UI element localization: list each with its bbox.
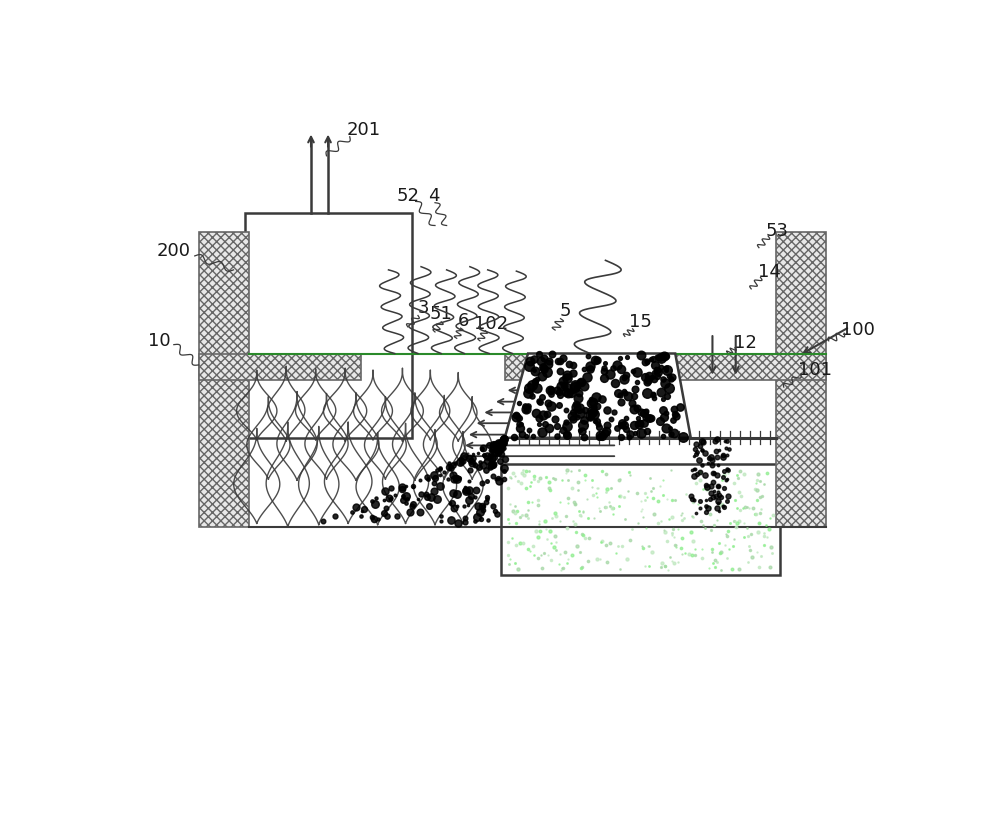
Text: 6: 6 [458,312,469,329]
Text: 100: 100 [841,321,875,339]
Bar [675,354,826,380]
Text: 14: 14 [758,263,781,281]
Text: 3: 3 [418,299,429,317]
Bar [776,232,826,527]
Bar [245,213,412,438]
Bar [199,354,361,380]
Bar [505,354,617,380]
Text: 201: 201 [347,122,381,139]
Bar [501,464,780,575]
Text: 11: 11 [619,355,642,373]
Text: 12: 12 [734,334,756,352]
Text: 52: 52 [396,187,419,205]
Text: 101: 101 [798,361,832,379]
Text: 15: 15 [629,313,652,331]
Text: 10: 10 [148,332,170,350]
Bar [199,232,249,527]
Text: 102: 102 [474,314,508,332]
Text: 53: 53 [766,221,789,239]
Text: 200: 200 [157,242,191,260]
Text: 4: 4 [428,187,439,205]
Text: 5: 5 [559,302,571,320]
Polygon shape [505,354,691,438]
Text: 51: 51 [430,305,453,323]
